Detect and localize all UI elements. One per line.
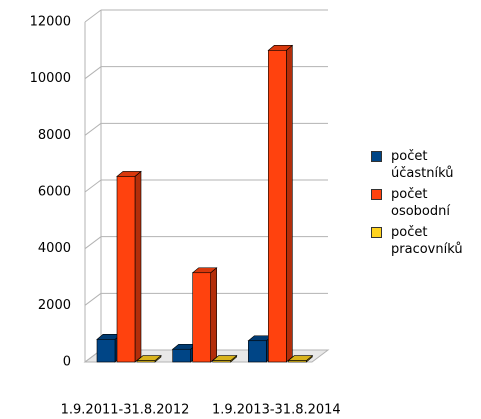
bar: [248, 340, 267, 363]
bar: [192, 272, 211, 363]
legend-swatch: [371, 189, 382, 200]
legend-label: počet účastníků: [391, 149, 454, 181]
legend-label: počet osobodní: [391, 187, 450, 219]
y-tick-label: 2000: [38, 298, 71, 313]
grid-line-side: [84, 179, 102, 193]
bar: [212, 360, 231, 363]
legend-item: počet osobodní: [371, 186, 471, 220]
bar: [268, 50, 287, 363]
y-tick-label: 8000: [38, 128, 71, 143]
legend-swatch: [371, 151, 382, 162]
bar-group: [191, 267, 218, 363]
y-tick-label: 6000: [38, 185, 71, 200]
grid-line-side: [84, 122, 102, 136]
x-tick-label: 1.9.2013-31.8.2014: [212, 403, 341, 418]
grid-line-side: [84, 66, 102, 80]
grid-line-side: [84, 292, 102, 306]
grid-line-side: [84, 236, 102, 250]
bar-side: [134, 170, 142, 363]
legend: počet účastníků počet osobodní počet praco…: [371, 148, 471, 262]
bar: [288, 360, 307, 363]
bar-group: [116, 170, 142, 363]
y-tick-label: 12000: [30, 15, 71, 30]
bar: [116, 176, 136, 363]
bar-side: [210, 267, 217, 363]
bar: [172, 348, 191, 363]
bar: [96, 339, 116, 363]
x-tick-label: 1.9.2011-31.8.2012: [61, 403, 190, 418]
legend-item: počet účastníků: [371, 148, 471, 182]
y-tick-label: 0: [63, 355, 71, 370]
bar: [136, 360, 156, 363]
legend-label: počet pracovníků: [391, 225, 463, 257]
bar-group: [211, 354, 238, 363]
bar-side: [286, 44, 293, 363]
legend-item: počet pracovníků: [371, 224, 471, 258]
grid-line-side: [84, 9, 102, 23]
legend-swatch: [371, 227, 382, 238]
y-tick-label: 10000: [30, 71, 71, 86]
bar-group: [136, 354, 162, 363]
bar-group: [267, 44, 294, 363]
y-tick-label: 4000: [38, 241, 71, 256]
bar-group: [287, 354, 314, 363]
